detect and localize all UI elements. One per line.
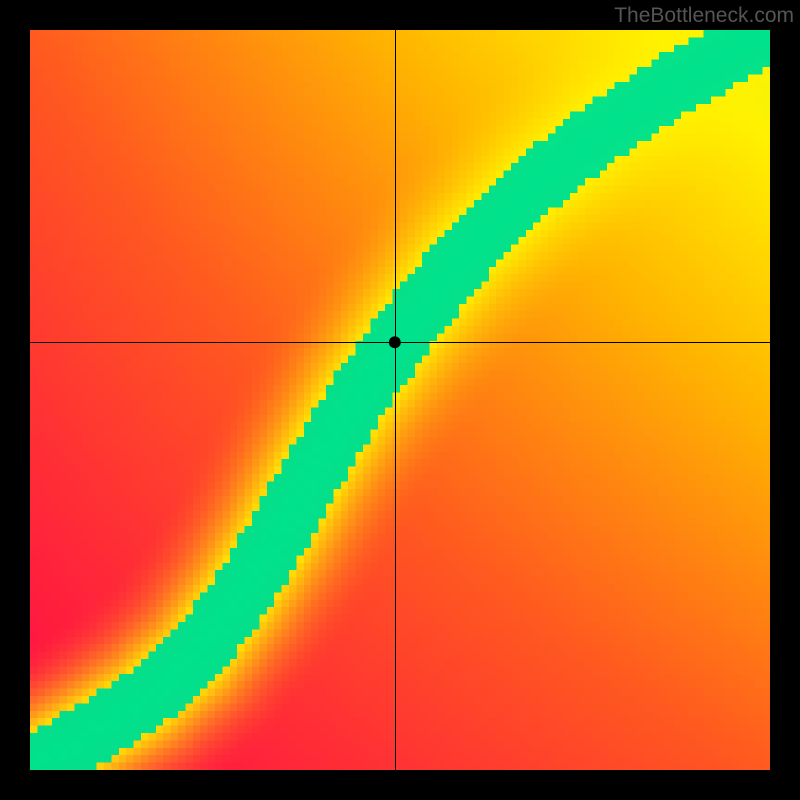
- bottleneck-heatmap: TheBottleneck.com: [0, 0, 800, 800]
- crosshair-overlay: [0, 0, 800, 800]
